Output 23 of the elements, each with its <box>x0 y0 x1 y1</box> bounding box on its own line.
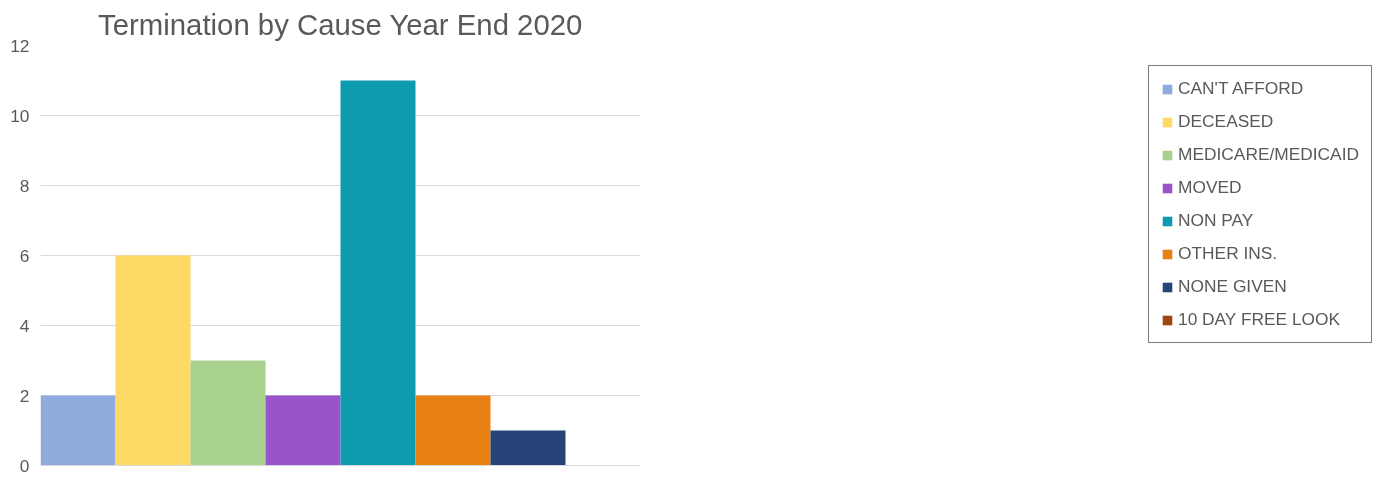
legend-label: NON PAY <box>1178 210 1254 231</box>
legend-label: CAN'T AFFORD <box>1178 78 1304 99</box>
y-tick-label: 6 <box>19 245 30 266</box>
y-tick-label: 12 <box>10 35 30 56</box>
bar <box>490 430 566 466</box>
y-tick-label: 0 <box>19 455 30 476</box>
bar <box>115 255 191 466</box>
legend-label: 10 DAY FREE LOOK <box>1178 309 1341 330</box>
legend-label: OTHER INS. <box>1178 243 1278 264</box>
legend-label: DECEASED <box>1178 111 1274 132</box>
y-tick-label: 10 <box>10 105 30 126</box>
bar <box>190 360 266 466</box>
bar <box>340 80 416 466</box>
y-tick-label: 8 <box>19 175 30 196</box>
legend-label: MOVED <box>1178 177 1242 198</box>
bar <box>40 395 116 466</box>
legend-label: MEDICARE/MEDICAID <box>1178 144 1359 165</box>
chart-title: Termination by Cause Year End 2020 <box>98 7 583 41</box>
y-tick-label: 2 <box>19 385 30 406</box>
bar <box>265 395 341 466</box>
y-tick-label: 4 <box>19 315 30 336</box>
legend-label: NONE GIVEN <box>1178 276 1287 297</box>
bar <box>415 395 491 466</box>
